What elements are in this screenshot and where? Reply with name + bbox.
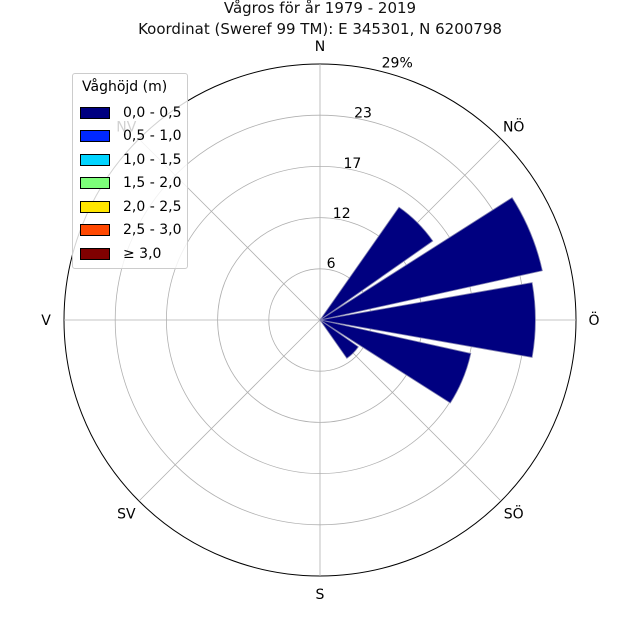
legend-label: 1,0 - 1,5 — [123, 151, 182, 168]
legend: Våghöjd (m) 0,0 - 0,5 0,5 - 1,0 1,0 - 1,5 1… — [72, 73, 188, 269]
legend-swatch — [80, 224, 110, 237]
legend-entry: 2,5 - 3,0 — [80, 219, 182, 243]
direction-label: Ö — [588, 311, 599, 329]
legend-label: 2,5 - 3,0 — [123, 222, 182, 239]
legend-entry: 1,0 - 1,5 — [80, 148, 182, 172]
legend-swatch — [80, 200, 110, 213]
legend-entry: 2,0 - 2,5 — [80, 195, 182, 219]
radial-tick-label: 23 — [354, 106, 372, 122]
direction-label: SÖ — [504, 505, 524, 523]
legend-swatch — [80, 130, 110, 143]
wind-rose-bar — [319, 319, 472, 404]
legend-entries: 0,0 - 0,5 0,5 - 1,0 1,0 - 1,5 1,5 - 2,0 2,0 … — [80, 101, 182, 266]
radial-tick-label: 6 — [327, 256, 336, 272]
wind-rose-bar — [319, 282, 536, 358]
legend-label: 0,5 - 1,0 — [123, 128, 182, 145]
legend-swatch — [80, 153, 110, 166]
radial-tick-label: 12 — [333, 206, 351, 222]
direction-labels: NNÖÖSÖSSVVNV — [41, 39, 599, 603]
chart-title: Vågros för år 1979 - 2019 — [224, 0, 416, 17]
legend-label: 1,5 - 2,0 — [123, 175, 182, 192]
chart-subtitle: Koordinat (Sweref 99 TM): E 345301, N 62… — [138, 20, 502, 38]
direction-label: S — [316, 587, 325, 603]
direction-label: N — [315, 39, 325, 55]
direction-label: NÖ — [503, 117, 525, 135]
legend-entry: 0,5 - 1,0 — [80, 125, 182, 149]
direction-label: SV — [117, 507, 136, 523]
wind-rose-bar — [319, 197, 543, 321]
radial-tick-label: 29% — [382, 56, 413, 72]
wind-rose-bar — [319, 319, 359, 359]
legend-entry: ≥ 3,0 — [80, 242, 180, 266]
legend-entry: 1,5 - 2,0 — [80, 172, 182, 196]
legend-label: ≥ 3,0 — [123, 245, 162, 262]
legend-label: 0,0 - 0,5 — [123, 104, 182, 121]
legend-swatch — [80, 106, 110, 119]
legend-title: Våghöjd (m) — [82, 79, 168, 95]
radial-tick-labels: 6 12 17 23 29% — [327, 56, 413, 273]
legend-label: 2,0 - 2,5 — [123, 198, 182, 215]
legend-entry: 0,0 - 0,5 — [80, 101, 182, 125]
legend-swatch — [80, 177, 110, 190]
wind-rose-bar — [319, 206, 434, 321]
legend-swatch — [80, 247, 110, 260]
direction-label: V — [41, 313, 51, 329]
wind-rose-bars — [319, 197, 543, 404]
grid-spoke — [138, 319, 321, 502]
radial-tick-label: 17 — [343, 156, 361, 172]
